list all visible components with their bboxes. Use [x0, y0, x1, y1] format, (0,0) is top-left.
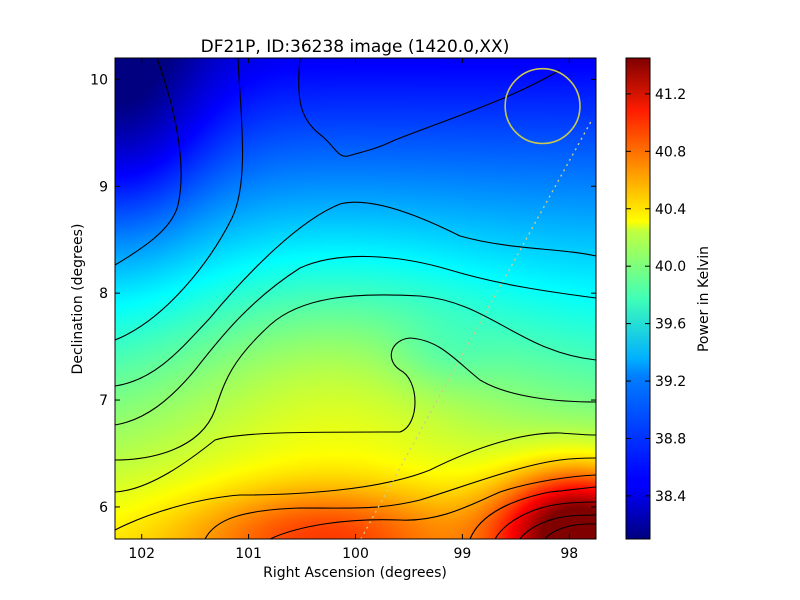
contour-line: [115, 201, 596, 387]
y-tick-label: 6: [99, 500, 108, 516]
colorbar-tick-label: 40.4: [655, 202, 686, 218]
colorbar-tick-label: 39.2: [655, 374, 686, 390]
dotted-track-line: [360, 121, 592, 540]
contour-line: [469, 486, 596, 539]
colorbar-ticks: 38.4 38.8 39.2 39.6 40.0 40.4 40.8 41.2: [626, 87, 686, 505]
heatmap-image: [115, 58, 596, 539]
x-tick-label: 101: [235, 546, 262, 562]
y-tick-label: 10: [90, 72, 108, 88]
contour-line: [204, 457, 596, 539]
contour-line: [115, 58, 182, 266]
colorbar-tick-label: 40.0: [655, 259, 686, 275]
colorbar-gradient: [625, 57, 651, 540]
contour-line: [519, 514, 596, 539]
plot-area: [114, 57, 597, 540]
contour-line: [115, 255, 596, 426]
colorbar-tick-label: 39.6: [655, 317, 686, 333]
x-tick-label: 99: [453, 546, 471, 562]
colorbar-tick-label: 41.2: [655, 87, 686, 103]
contour-line: [115, 294, 596, 461]
y-tick-label: 8: [99, 286, 108, 302]
y-axis: 6 7 8 9 10: [90, 72, 596, 516]
colorbar-tick-label: 40.8: [655, 144, 686, 160]
colorbar-tick-label: 38.8: [655, 431, 686, 447]
x-tick-label: 98: [560, 546, 578, 562]
y-tick-label: 7: [99, 393, 108, 409]
contour-line: [115, 432, 596, 531]
y-tick-label: 9: [99, 179, 108, 195]
contour-line: [115, 58, 244, 341]
contour-line: [494, 501, 596, 539]
chart-title: DF21P, ID:36238 image (1420.0,XX): [201, 37, 510, 57]
x-axis: 102 101 100 99 98: [128, 58, 578, 562]
x-axis-label: Right Ascension (degrees): [263, 565, 447, 581]
colorbar-label: Power in Kelvin: [696, 246, 712, 352]
y-axis-label: Declination (degrees): [70, 224, 86, 375]
contour-lines: [115, 58, 596, 539]
colorbar: 38.4 38.8 39.2 39.6 40.0 40.4 40.8 41.2 Power i…: [625, 57, 712, 540]
contour-line: [298, 58, 561, 157]
contour-line: [544, 523, 596, 539]
contour-line: [115, 337, 596, 493]
colorbar-tick-label: 38.4: [655, 489, 686, 505]
beam-circle: [504, 67, 581, 145]
x-tick-label: 100: [342, 546, 369, 562]
contour-line: [269, 474, 596, 539]
x-tick-label: 102: [128, 546, 155, 562]
